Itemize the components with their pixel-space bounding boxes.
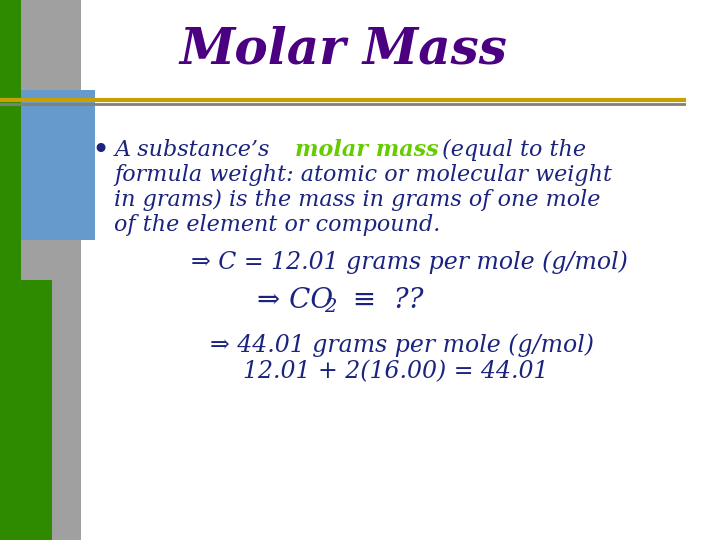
Text: 2: 2 — [324, 298, 336, 316]
Text: 12.01 + 2(16.00) = 44.01: 12.01 + 2(16.00) = 44.01 — [243, 361, 549, 383]
Text: of the element or compound.: of the element or compound. — [114, 214, 441, 236]
Text: ⇒ CO: ⇒ CO — [257, 287, 333, 314]
FancyBboxPatch shape — [0, 280, 53, 540]
FancyBboxPatch shape — [0, 0, 81, 540]
Text: Molar Mass: Molar Mass — [179, 25, 507, 75]
Text: formula weight: atomic or molecular weight: formula weight: atomic or molecular weig… — [114, 164, 612, 186]
Text: •: • — [91, 136, 109, 165]
Text: A substance’s: A substance’s — [114, 139, 277, 161]
Text: ⇒ C = 12.01 grams per mole (g/mol): ⇒ C = 12.01 grams per mole (g/mol) — [191, 250, 627, 274]
FancyBboxPatch shape — [21, 90, 95, 240]
Text: molar mass: molar mass — [295, 139, 439, 161]
Text: in grams) is the mass in grams of one mole: in grams) is the mass in grams of one mo… — [114, 189, 600, 211]
Text: ⇒ 44.01 grams per mole (g/mol): ⇒ 44.01 grams per mole (g/mol) — [210, 333, 594, 357]
Text: (equal to the: (equal to the — [435, 139, 585, 161]
Text: ≡  ??: ≡ ?? — [336, 287, 424, 314]
FancyBboxPatch shape — [0, 0, 21, 540]
